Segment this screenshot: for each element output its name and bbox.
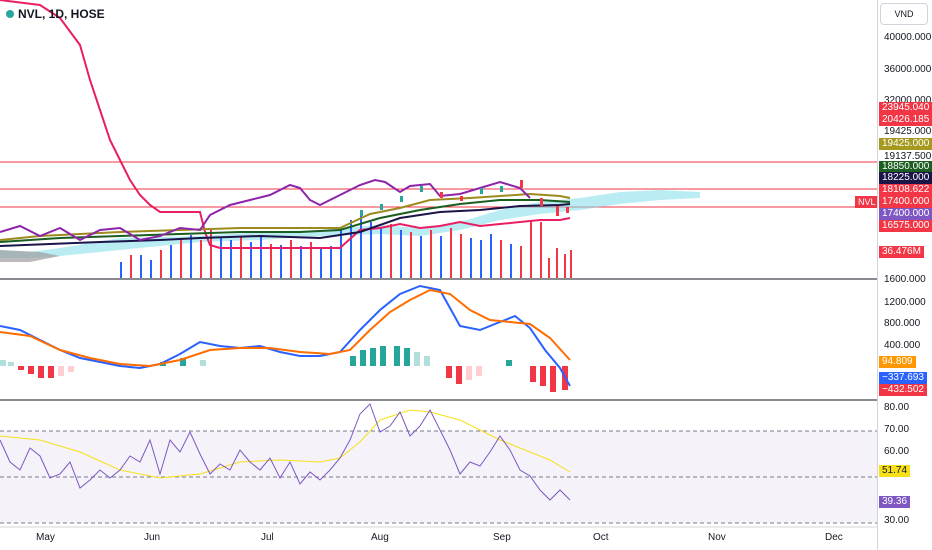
price-badge: 20426.185 [879,114,932,126]
price-tick: 60.00 [884,446,910,457]
price-tick: 1600.000 [884,274,926,285]
signal-line [0,288,571,368]
price-badge: 18108.622 [879,184,932,196]
candlesticks [360,180,569,216]
time-label-may: May [36,532,55,543]
macd-line [0,284,571,387]
chart-title: NVL, 1D, HOSE [6,7,105,21]
chart-area[interactable]: NVL, 1D, HOSE NVL May Jun Jul Aug Sep Oc… [0,0,879,550]
tenkan-line [0,192,571,241]
rsi-badge: 39.36 [879,496,911,508]
price-badge: 16575.000 [879,220,932,232]
price-badge: 18225.000 [879,172,932,184]
price-tick: 40000.000 [884,32,932,43]
macd-signal-badge: 94.809 [879,356,916,368]
time-label-nov: Nov [708,532,726,543]
price-badge: 19425.000 [879,138,932,150]
ichimoku-cloud [0,190,700,258]
time-label-aug: Aug [371,532,389,543]
price-tick: 800.000 [884,318,921,329]
time-label-dec: Dec [825,532,843,543]
price-tick: 80.00 [884,402,910,413]
symbol-title: NVL, 1D, HOSE [18,7,105,21]
lagging-span-line [0,0,571,249]
price-tick: 1200.000 [884,297,926,308]
price-badge: 17400.000 [879,196,932,208]
price-scale[interactable] [877,0,932,550]
baseline-green [0,199,571,243]
price-tick: 30.00 [884,515,910,526]
currency-button[interactable]: VND [880,3,928,25]
volume-bars [120,215,572,278]
cloud-grey [0,250,60,262]
macd-badge: −337.693 [879,372,927,384]
price-tick: 32000.000 [884,95,932,106]
time-label-jul: Jul [261,532,274,543]
chart-canvas[interactable] [0,0,877,550]
symbol-price-tag: NVL [855,196,879,208]
price-tick: 70.00 [884,424,910,435]
price-badge: 17400.000 [879,208,932,220]
macd-hist-badge: −432.502 [879,384,927,396]
rsi-ma-badge: 51.74 [879,465,911,477]
price-tick: 400.000 [884,340,921,351]
price-badge: 18850.000 [879,161,932,173]
market-status-dot [6,10,14,18]
time-label-sep: Sep [493,532,511,543]
price-tick: 36000.000 [884,64,932,75]
price-tick: 19425.000 [884,126,932,137]
price-tick: 19137.500 [884,151,932,162]
volume-badge: 36.476M [879,246,924,258]
leading-span-line [0,178,531,242]
price-badge: 23945.040 [879,102,932,114]
kijun-line [0,203,571,247]
rsi-line [0,403,571,501]
time-label-jun: Jun [144,532,161,543]
time-label-oct: Oct [593,532,609,543]
